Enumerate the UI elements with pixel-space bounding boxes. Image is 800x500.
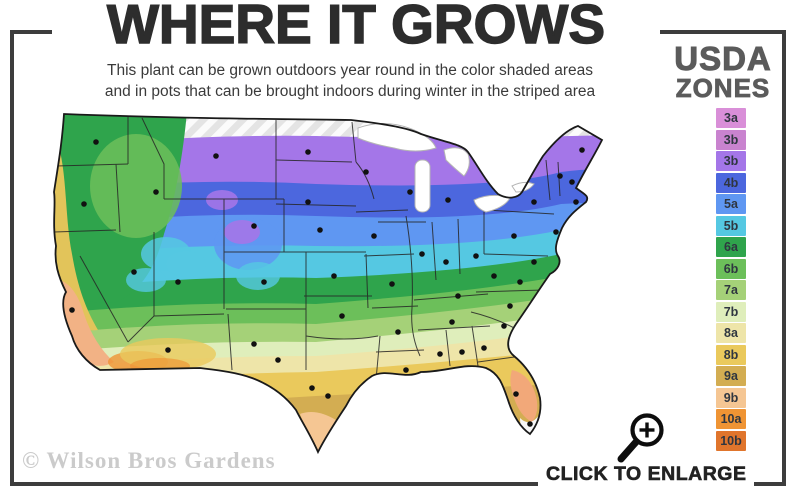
legend-zone-chip-6-6a: 6a bbox=[716, 237, 746, 257]
legend-zone-chip-15-10b: 10b bbox=[716, 430, 746, 451]
subtitle-line-1: This plant can be grown outdoors year ro… bbox=[107, 62, 593, 79]
legend-zone-chip-13-9b: 9b bbox=[716, 387, 746, 408]
legend-zones: 3a 3b 3b 4b 5a 5b 6a 6b 7a 7b 8a 8b 9a 9b 10a 10b bbox=[716, 108, 746, 451]
usda-zones-heading: USDA ZONES bbox=[658, 40, 788, 103]
great-lakes bbox=[357, 123, 535, 213]
legend-zone-chip-1-3b: 3b bbox=[716, 129, 746, 150]
state-borders bbox=[54, 116, 561, 381]
legend-zone-chip-7-6b: 6b bbox=[716, 258, 746, 279]
us-outline bbox=[53, 113, 604, 455]
legend-zone-chip-11-8b: 8b bbox=[716, 344, 746, 365]
usda-zones-heading-line1: USDA bbox=[674, 40, 772, 77]
subtitle-line-2: and in pots that can be brought indoors … bbox=[104, 82, 596, 100]
legend-zone-chip-10-8a: 8a bbox=[716, 323, 746, 343]
legend-zone-chip-12-9a: 9a bbox=[716, 366, 746, 386]
subtitle: This plant can be grown outdoors year ro… bbox=[50, 61, 650, 103]
zone-fills bbox=[54, 114, 602, 452]
magnifier-plus-icon[interactable] bbox=[612, 404, 670, 471]
legend-zone-chip-9-7b: 7b bbox=[716, 301, 746, 322]
legend-zone-chip-2-3b: 3b bbox=[716, 151, 746, 171]
legend-zone-chip-5-5b: 5b bbox=[716, 215, 746, 236]
usda-zones-heading-line2: ZONES bbox=[675, 73, 771, 103]
legend-zone-chip-0-3a: 3a bbox=[716, 108, 746, 128]
watermark: © Wilson Bros Gardens bbox=[22, 448, 276, 473]
legend-zone-chip-3-4b: 4b bbox=[716, 172, 746, 193]
legend-zone-chip-4-5a: 5a bbox=[716, 194, 746, 214]
legend-zone-chip-8-7a: 7a bbox=[716, 280, 746, 300]
click-to-enlarge-label[interactable]: CLICK TO ENLARGE bbox=[538, 463, 755, 486]
legend-zone-chip-14-10a: 10a bbox=[716, 409, 746, 429]
city-dots bbox=[69, 139, 585, 427]
page-title: WHERE IT GROWS bbox=[52, 0, 660, 54]
us-hardiness-zone-map[interactable] bbox=[16, 104, 644, 463]
